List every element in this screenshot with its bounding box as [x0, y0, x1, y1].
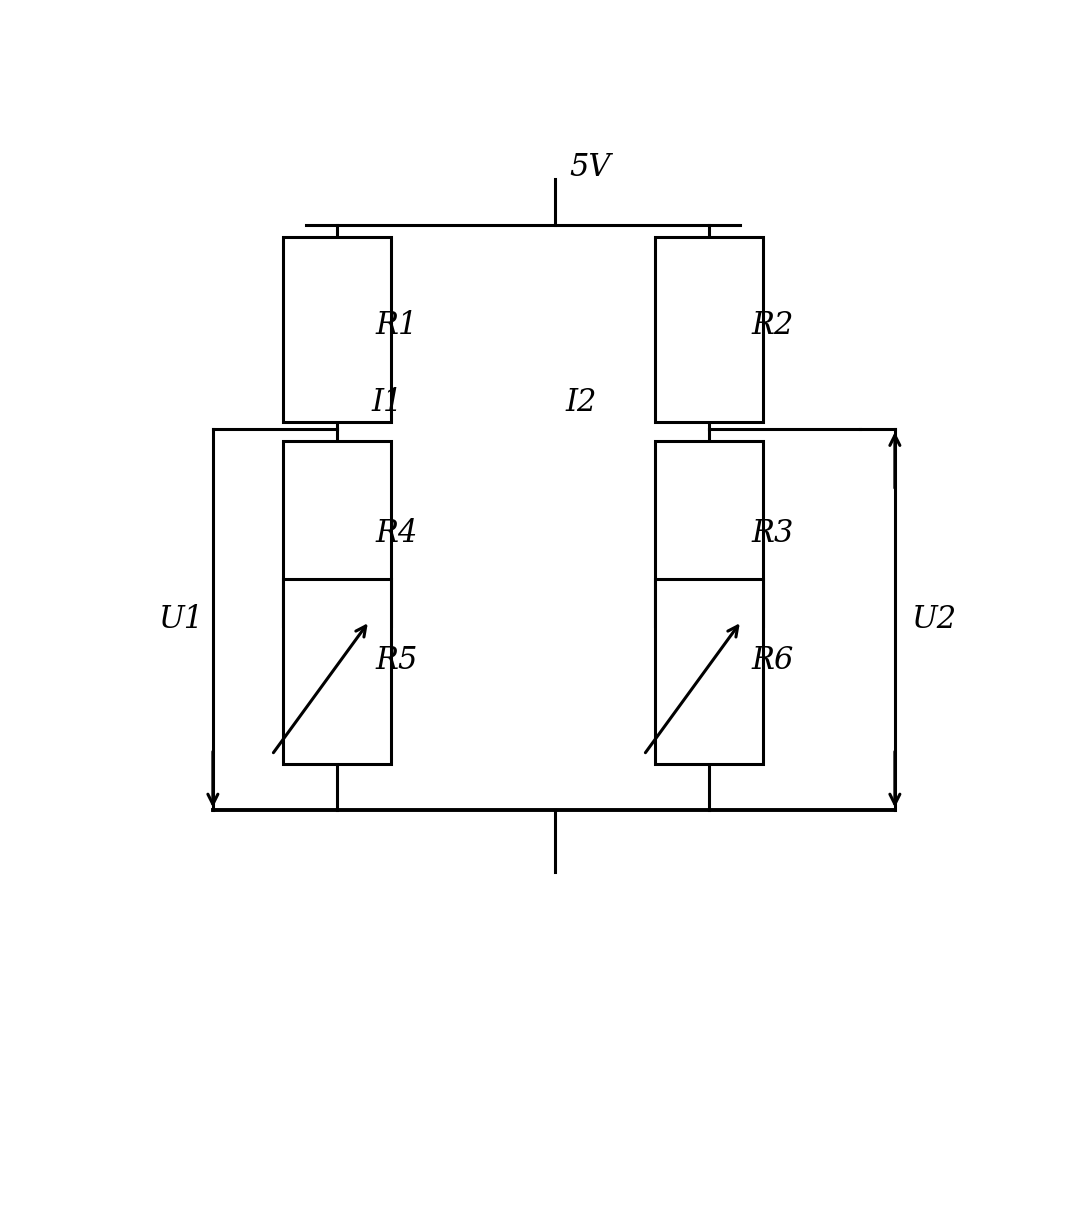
Text: R3: R3 — [752, 518, 794, 549]
Text: U2: U2 — [911, 604, 956, 635]
Text: R4: R4 — [376, 518, 418, 549]
FancyBboxPatch shape — [654, 441, 764, 626]
FancyBboxPatch shape — [654, 237, 764, 422]
Text: R6: R6 — [752, 645, 794, 676]
FancyBboxPatch shape — [283, 441, 391, 626]
FancyBboxPatch shape — [283, 579, 391, 764]
FancyBboxPatch shape — [654, 579, 764, 764]
Text: U1: U1 — [158, 604, 203, 635]
FancyBboxPatch shape — [283, 237, 391, 422]
Text: 5V: 5V — [570, 152, 611, 183]
Text: I2: I2 — [565, 386, 597, 418]
Text: I1: I1 — [371, 386, 403, 418]
Text: R1: R1 — [376, 310, 418, 341]
Text: R2: R2 — [752, 310, 794, 341]
Text: R5: R5 — [376, 645, 418, 676]
